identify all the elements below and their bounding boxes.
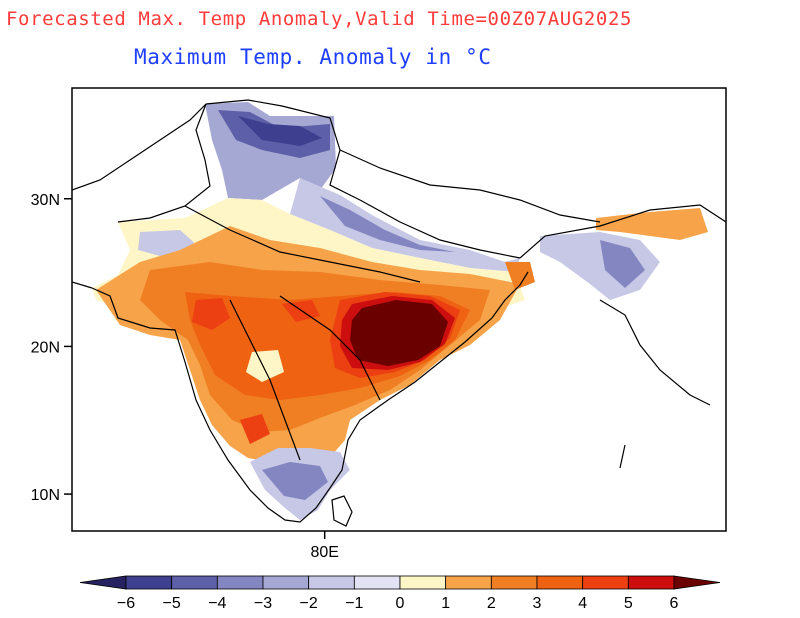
colorbar-label: −2 [300, 595, 318, 612]
border-myanmar [599, 299, 711, 406]
latitude-ticks: 30N 20N 10N [31, 192, 72, 504]
colorbar-label: 4 [578, 595, 587, 612]
state-lines-2 [229, 299, 301, 461]
cold-band-himalaya-core [320, 196, 455, 252]
colorbar-segment [536, 575, 584, 590]
border-pakistan [117, 103, 211, 223]
cold-core-north-dark [238, 116, 322, 146]
colorbar-label: −3 [254, 595, 272, 612]
andaman [619, 444, 626, 469]
lat-tick-label: 30N [31, 192, 60, 209]
state-lines-1 [184, 205, 421, 283]
colorbar-max-triangle [673, 575, 721, 590]
border-china [339, 149, 601, 223]
colorbar-label: −6 [117, 595, 135, 612]
colorbar-segment [262, 575, 310, 590]
lon-tick-label: 80E [310, 544, 338, 561]
colorbar-segment [445, 575, 492, 590]
hot-spot-south [240, 414, 270, 444]
colorbar-segment [216, 575, 264, 590]
cold-band-himalaya [290, 178, 520, 272]
cold-core-south [262, 462, 328, 500]
colorbar-label: 3 [533, 595, 542, 612]
colorbar-segment [399, 575, 447, 590]
warm-region-northeast [596, 208, 708, 240]
neutral-patch-deccan [246, 350, 284, 382]
cold-core-northeast [600, 240, 645, 288]
hot-spot-west [192, 298, 230, 330]
colorbar-segment [171, 575, 218, 590]
colorbar: −6 −5 −4 −3 −2 −1 0 1 2 3 4 5 6 [79, 575, 721, 612]
colorbar-label: 1 [441, 595, 450, 612]
colorbar-label: −4 [208, 595, 226, 612]
colorbar-label: 6 [670, 595, 679, 612]
colorbar-label: 2 [487, 595, 496, 612]
colorbar-segment [353, 575, 401, 590]
colorbar-segment [627, 575, 675, 590]
warm-region-extreme [350, 300, 448, 366]
colorbar-label: −5 [163, 595, 181, 612]
border-afghanistan [72, 103, 207, 191]
state-lines-3 [279, 295, 381, 401]
warm-patch-bengal [505, 262, 535, 290]
coastline-india [91, 271, 529, 523]
longitude-ticks: 80E [310, 531, 339, 561]
colorbar-label: −1 [345, 595, 363, 612]
anomaly-field [92, 102, 708, 520]
lat-tick-label: 20N [31, 339, 60, 356]
colorbar-segment [582, 575, 629, 590]
map-subtitle: Maximum Temp. Anomaly in °C [134, 45, 492, 69]
colorbar-segment [490, 575, 538, 590]
colorbar-label: 5 [624, 595, 633, 612]
colorbar-label: 0 [396, 595, 405, 612]
border-west-coast [72, 281, 93, 289]
colorbar-segment [308, 575, 355, 590]
boundaries [72, 99, 726, 527]
map-title: Forecasted Max. Temp Anomaly,Valid Time=… [6, 8, 633, 30]
sri-lanka [331, 495, 353, 527]
border-northeast [519, 204, 726, 259]
lat-tick-label: 10N [31, 487, 60, 504]
border-himalaya [205, 99, 521, 259]
colorbar-segment [125, 575, 173, 590]
colorbar-min-triangle [79, 575, 127, 590]
